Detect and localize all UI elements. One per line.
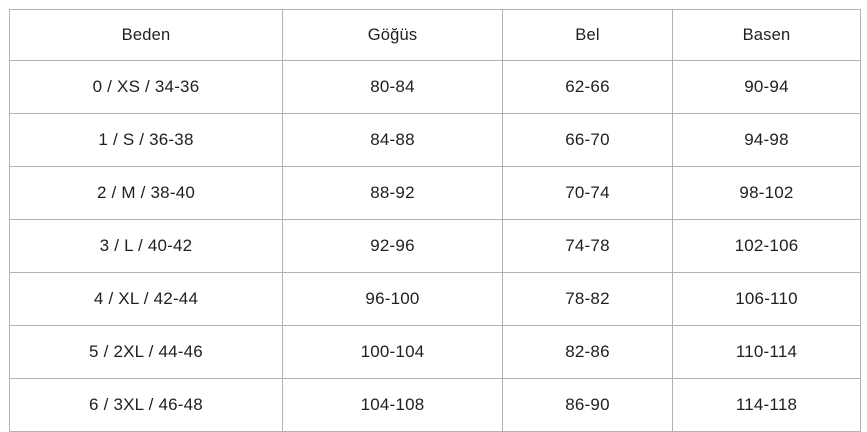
gogus-cell: 80-84 (282, 60, 503, 114)
size-row-6-3xl: 6 / 3XL / 46-48 104-108 86-90 114-118 (9, 378, 861, 432)
bel-cell: 82-86 (502, 325, 673, 379)
beden-cell: 1 / S / 36-38 (9, 113, 283, 167)
column-header-basen: Basen (672, 9, 861, 61)
bel-cell: 78-82 (502, 272, 673, 326)
bel-cell: 74-78 (502, 219, 673, 273)
size-row-2-m: 2 / M / 38-40 88-92 70-74 98-102 (9, 166, 861, 220)
column-header-beden: Beden (9, 9, 283, 61)
bel-cell: 86-90 (502, 378, 673, 432)
gogus-cell: 96-100 (282, 272, 503, 326)
beden-cell: 4 / XL / 42-44 (9, 272, 283, 326)
gogus-cell: 104-108 (282, 378, 503, 432)
beden-cell: 6 / 3XL / 46-48 (9, 378, 283, 432)
basen-cell: 102-106 (672, 219, 861, 273)
basen-cell: 106-110 (672, 272, 861, 326)
size-row-1-s: 1 / S / 36-38 84-88 66-70 94-98 (9, 113, 861, 167)
basen-cell: 110-114 (672, 325, 861, 379)
beden-cell: 0 / XS / 34-36 (9, 60, 283, 114)
beden-cell: 3 / L / 40-42 (9, 219, 283, 273)
size-chart-header-row: Beden Göğüs Bel Basen (9, 9, 861, 61)
bel-cell: 66-70 (502, 113, 673, 167)
basen-cell: 94-98 (672, 113, 861, 167)
gogus-cell: 100-104 (282, 325, 503, 379)
size-chart-table: Beden Göğüs Bel Basen 0 / XS / 34-36 80-… (9, 9, 861, 432)
beden-cell: 5 / 2XL / 44-46 (9, 325, 283, 379)
size-row-5-2xl: 5 / 2XL / 44-46 100-104 82-86 110-114 (9, 325, 861, 379)
gogus-cell: 88-92 (282, 166, 503, 220)
size-row-0-xs: 0 / XS / 34-36 80-84 62-66 90-94 (9, 60, 861, 114)
bel-cell: 62-66 (502, 60, 673, 114)
basen-cell: 98-102 (672, 166, 861, 220)
size-row-3-l: 3 / L / 40-42 92-96 74-78 102-106 (9, 219, 861, 273)
beden-cell: 2 / M / 38-40 (9, 166, 283, 220)
basen-cell: 114-118 (672, 378, 861, 432)
column-header-bel: Bel (502, 9, 673, 61)
bel-cell: 70-74 (502, 166, 673, 220)
basen-cell: 90-94 (672, 60, 861, 114)
size-row-4-xl: 4 / XL / 42-44 96-100 78-82 106-110 (9, 272, 861, 326)
gogus-cell: 84-88 (282, 113, 503, 167)
gogus-cell: 92-96 (282, 219, 503, 273)
column-header-gogus: Göğüs (282, 9, 503, 61)
